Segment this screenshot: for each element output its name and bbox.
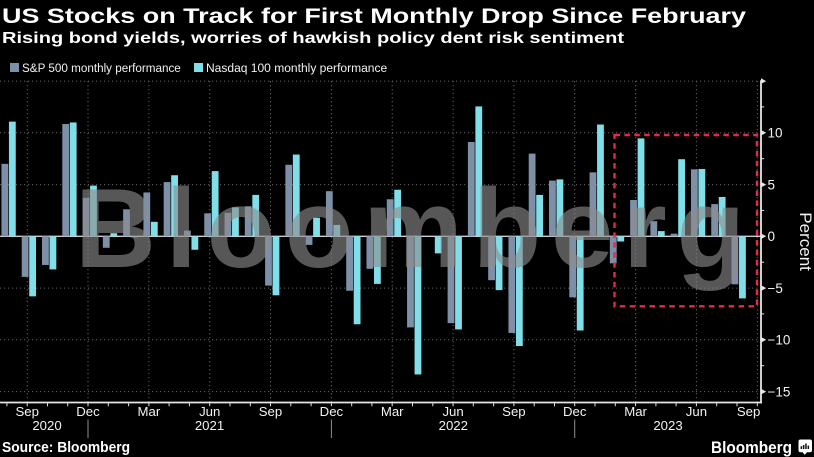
svg-text:Sep: Sep — [737, 404, 760, 419]
svg-text:Dec: Dec — [563, 404, 587, 419]
svg-text:Percent: Percent — [796, 212, 814, 271]
svg-text:−10: −10 — [768, 333, 791, 348]
svg-text:Jun: Jun — [686, 404, 707, 419]
svg-text:2021: 2021 — [195, 418, 224, 433]
svg-text:−15: −15 — [768, 384, 791, 399]
svg-text:10: 10 — [768, 126, 783, 141]
svg-text:Mar: Mar — [381, 404, 404, 419]
svg-text:Dec: Dec — [76, 404, 100, 419]
svg-text:2023: 2023 — [653, 418, 682, 433]
svg-text:−5: −5 — [768, 281, 783, 296]
svg-text:Sep: Sep — [15, 404, 38, 419]
svg-text:Sep: Sep — [502, 404, 525, 419]
svg-text:Dec: Dec — [320, 404, 344, 419]
svg-text:Sep: Sep — [259, 404, 282, 419]
svg-text:Mar: Mar — [624, 404, 647, 419]
svg-text:Jun: Jun — [199, 404, 220, 419]
svg-text:5: 5 — [768, 177, 776, 192]
svg-text:Mar: Mar — [138, 404, 161, 419]
svg-text:Jun: Jun — [442, 404, 463, 419]
svg-text:2020: 2020 — [32, 418, 61, 433]
svg-text:Bloomberg: Bloomberg — [75, 166, 745, 291]
svg-text:0: 0 — [768, 229, 776, 244]
svg-text:2022: 2022 — [439, 418, 468, 433]
